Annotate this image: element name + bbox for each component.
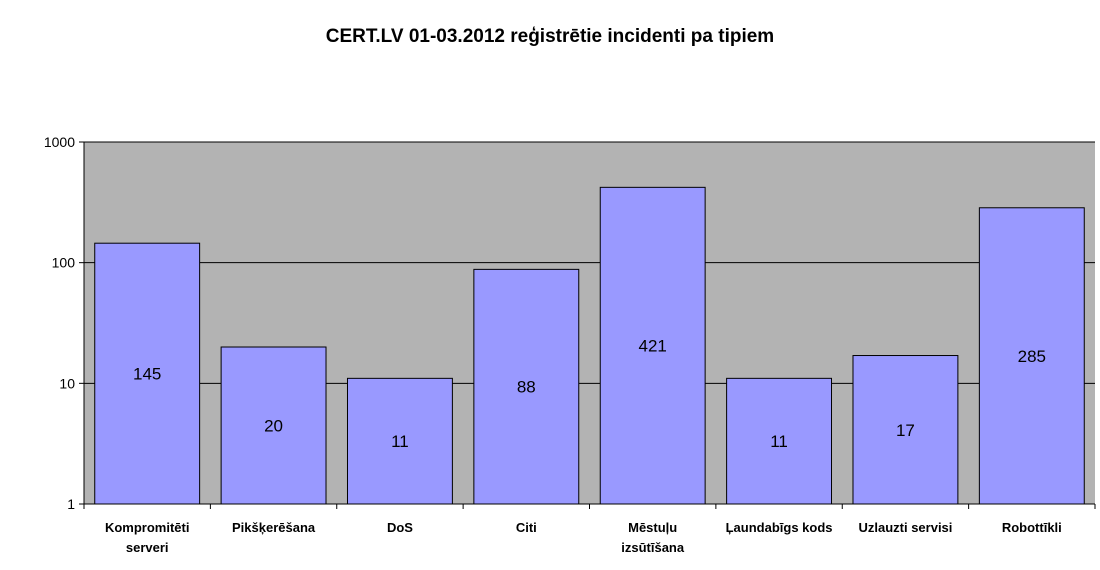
x-category-label: DoS bbox=[387, 520, 413, 535]
x-category-label: Pikšķerēšana bbox=[232, 520, 316, 535]
bar bbox=[852, 355, 959, 505]
x-category-label: Uzlauzti servisi bbox=[858, 520, 952, 535]
bar bbox=[220, 346, 327, 505]
data-label: 145 bbox=[133, 365, 161, 384]
bar bbox=[599, 186, 706, 505]
data-labels: 145 20 11 88 421 11 17 285 bbox=[133, 337, 1046, 452]
y-axis-tick-labels: 1 10 100 1000 bbox=[44, 134, 75, 512]
x-category-label: Mēstuļu bbox=[628, 520, 677, 535]
data-label: 20 bbox=[264, 417, 283, 436]
x-category-label: Citi bbox=[516, 520, 537, 535]
y-tick-label: 1 bbox=[67, 496, 75, 512]
bar bbox=[346, 377, 453, 505]
x-axis-category-labels: Kompromitēti serveri Pikšķerēšana DoS Citi Mē… bbox=[105, 520, 1062, 555]
data-label: 11 bbox=[391, 432, 409, 451]
x-category-label: Robottīkli bbox=[1002, 520, 1062, 535]
bar bbox=[473, 268, 580, 505]
x-category-label: serveri bbox=[126, 540, 169, 555]
data-label: 285 bbox=[1018, 347, 1046, 366]
chart-title: CERT.LV 01-03.2012 reģistrētie incidenti… bbox=[326, 26, 774, 47]
bars bbox=[94, 186, 1085, 505]
y-tick-label: 1000 bbox=[44, 134, 75, 150]
x-category-label: izsūtīšana bbox=[621, 540, 685, 555]
data-label: 11 bbox=[770, 432, 788, 451]
x-category-label: Ļaundabīgs kods bbox=[726, 520, 833, 535]
x-category-label: Kompromitēti bbox=[105, 520, 190, 535]
axes bbox=[79, 141, 1096, 509]
data-label: 88 bbox=[517, 378, 536, 397]
data-label: 17 bbox=[896, 421, 915, 440]
bar bbox=[978, 207, 1085, 505]
data-label: 421 bbox=[639, 337, 667, 356]
bar bbox=[726, 377, 833, 505]
y-tick-label: 100 bbox=[52, 255, 76, 271]
y-tick-label: 10 bbox=[59, 375, 75, 391]
